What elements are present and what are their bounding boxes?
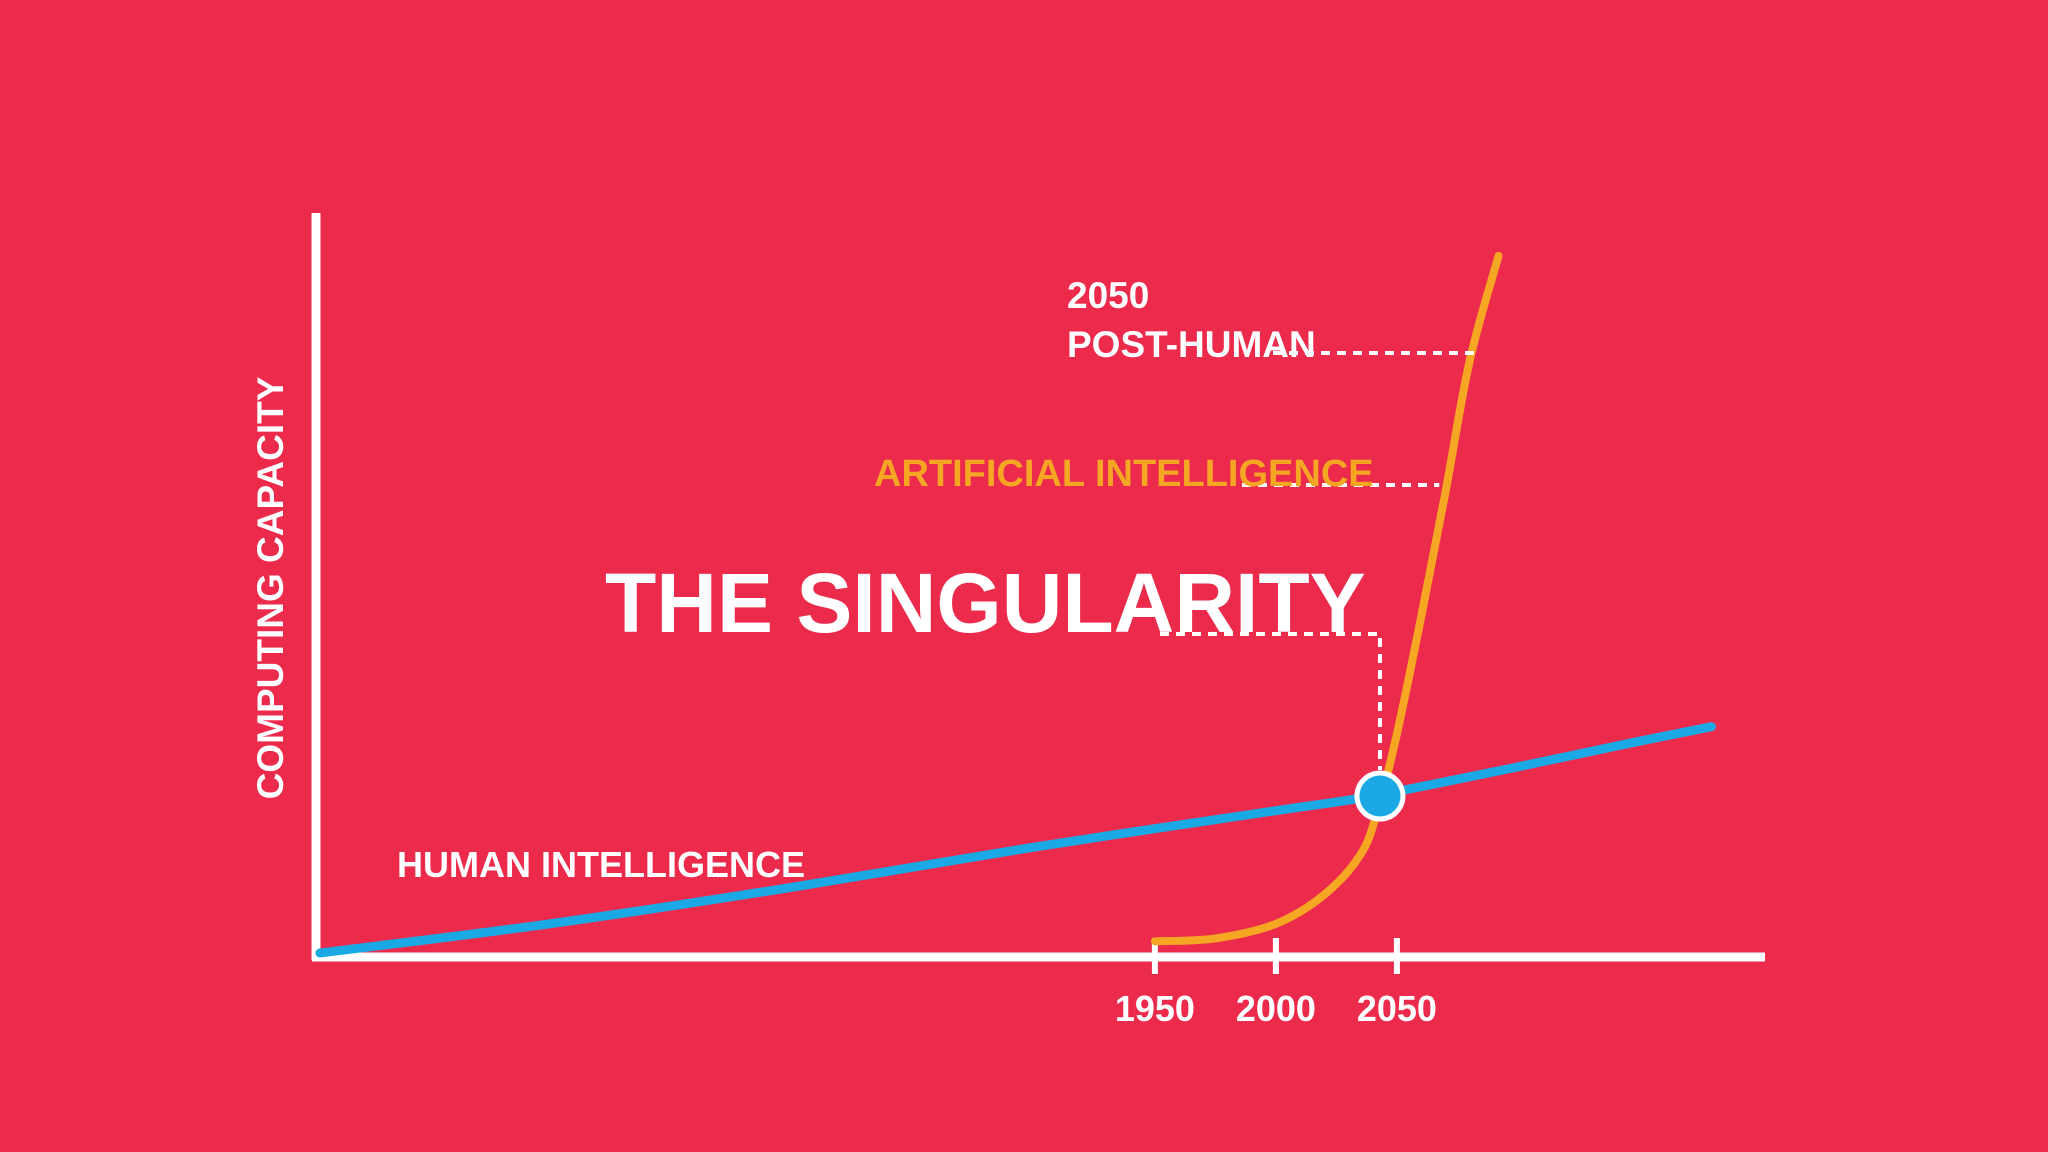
ai-label: ARTIFICIAL INTELLIGENCE — [874, 453, 1374, 495]
x-tick-label-2050: 2050 — [1357, 988, 1437, 1029]
posthuman-year-label: 2050 — [1067, 275, 1149, 316]
human-intelligence-line — [315, 722, 1716, 958]
singularity-point — [1354, 770, 1406, 822]
human-intelligence-label: HUMAN INTELLIGENCE — [397, 844, 805, 885]
singularity-leader-line — [1160, 632, 1382, 771]
posthuman-label: POST-HUMAN — [1067, 324, 1316, 365]
artificial-intelligence-line — [1150, 251, 1503, 946]
y-axis-label: COMPUTING CAPACITY — [250, 376, 291, 799]
x-tick-label-2000: 2000 — [1236, 988, 1316, 1029]
x-tick-label-1950: 1950 — [1115, 988, 1195, 1029]
singularity-label: THE SINGULARITY — [605, 556, 1366, 650]
